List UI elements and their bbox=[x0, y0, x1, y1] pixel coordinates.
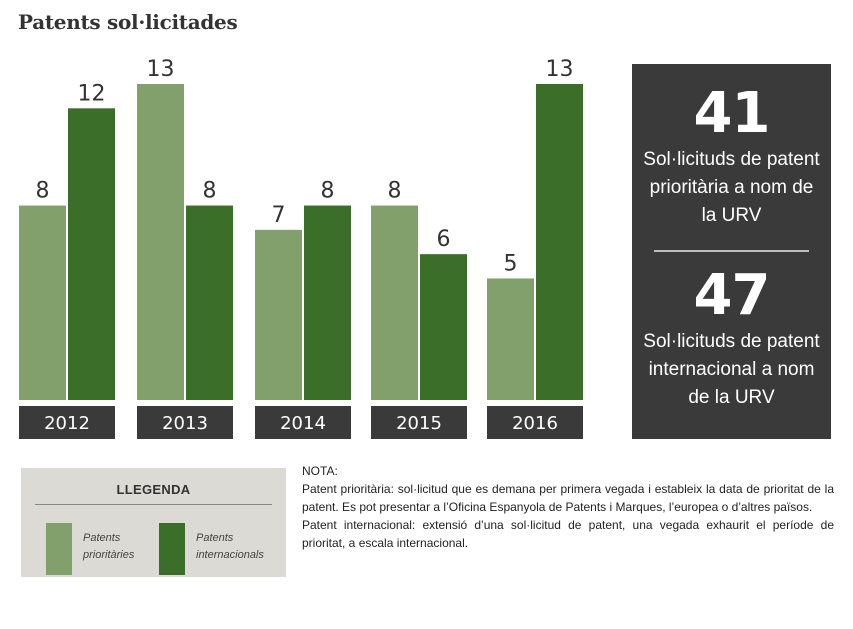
data-label-2016-international: 13 bbox=[546, 57, 574, 82]
category-bar-2013 bbox=[137, 406, 233, 439]
category-label-2013: 2013 bbox=[162, 413, 208, 434]
data-label-2013-priority: 13 bbox=[147, 57, 175, 82]
bar-2015-international bbox=[420, 254, 467, 400]
category-bar-2015 bbox=[371, 406, 467, 439]
bar-2014-priority bbox=[255, 229, 302, 400]
legend-swatch-priority bbox=[46, 523, 72, 575]
note-international: Patent internacional: extensió d’una sol… bbox=[302, 518, 834, 550]
legend: LLEGENDA Patents prioritàries Patents in… bbox=[21, 468, 286, 577]
bar-2015-priority bbox=[371, 205, 418, 400]
note-priority: Patent prioritària: sol·licitud que es d… bbox=[302, 482, 834, 514]
total-international-text: Sol·licituds de patent internacional a n… bbox=[643, 331, 820, 408]
legend-divider bbox=[35, 504, 272, 505]
legend-label-international: Patents internacionals bbox=[196, 532, 264, 561]
bar-2012-international bbox=[68, 108, 115, 401]
bar-chart: 8 12 2012 13 8 2013 7 8 2014 8 6 2015 5 13 2016 bbox=[19, 57, 583, 439]
legend-title: LLEGENDA bbox=[116, 482, 191, 497]
note-heading: NOTA: bbox=[302, 464, 338, 478]
category-label-2015: 2015 bbox=[396, 413, 442, 434]
bar-2016-priority bbox=[487, 278, 534, 400]
bar-2016-international bbox=[536, 84, 583, 400]
data-label-2014-priority: 7 bbox=[272, 203, 286, 228]
data-label-2016-priority: 5 bbox=[504, 251, 518, 276]
category-label-2014: 2014 bbox=[280, 413, 326, 434]
note: NOTA: Patent prioritària: sol·licitud qu… bbox=[302, 462, 834, 552]
category-bar-2016 bbox=[487, 406, 583, 439]
data-label-2015-international: 6 bbox=[437, 227, 451, 252]
total-priority-number: 41 bbox=[693, 81, 771, 146]
summary-panel: 41 Sol·licituds de patent prioritària a … bbox=[632, 64, 831, 439]
data-label-2013-international: 8 bbox=[203, 179, 217, 204]
category-bar-2014 bbox=[255, 406, 351, 439]
bar-2013-priority bbox=[137, 84, 184, 400]
data-label-2015-priority: 8 bbox=[388, 179, 402, 204]
data-label-2012-international: 12 bbox=[78, 81, 106, 106]
legend-swatch-international bbox=[159, 523, 185, 575]
data-label-2012-priority: 8 bbox=[36, 179, 50, 204]
category-label-2016: 2016 bbox=[512, 413, 558, 434]
summary-divider bbox=[654, 250, 809, 252]
chart-title: Patents sol·licitades bbox=[18, 10, 238, 34]
category-label-2012: 2012 bbox=[44, 413, 90, 434]
bar-2012-priority bbox=[19, 205, 66, 400]
total-priority-text: Sol·licituds de patent prioritària a nom… bbox=[643, 149, 820, 226]
total-international-number: 47 bbox=[693, 263, 771, 328]
legend-label-priority: Patents prioritàries bbox=[83, 532, 135, 561]
data-label-2014-international: 8 bbox=[321, 179, 335, 204]
bar-2014-international bbox=[304, 205, 351, 400]
category-bar-2012 bbox=[19, 406, 115, 439]
bar-2013-international bbox=[186, 205, 233, 400]
